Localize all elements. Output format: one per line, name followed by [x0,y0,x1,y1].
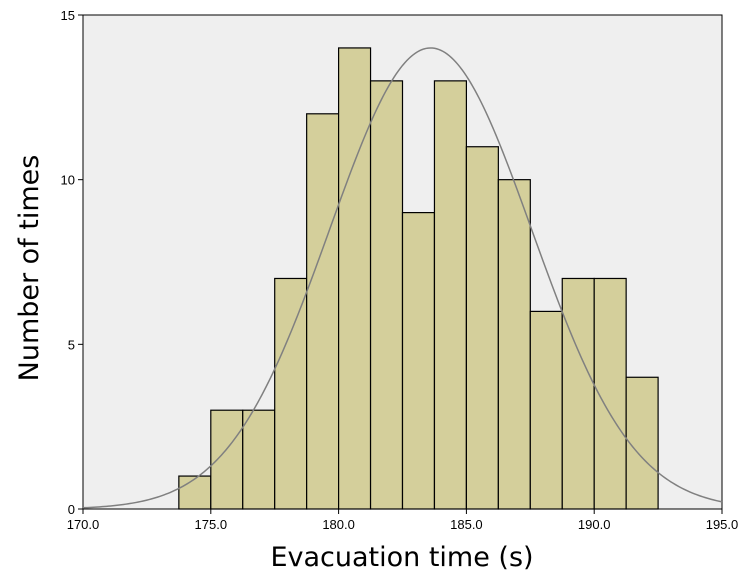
histogram-bar [178,475,212,510]
histogram-bar [210,409,244,510]
histogram-bar [401,212,436,510]
y-axis: 0 5 10 15 [61,8,83,517]
bars-group [178,47,659,510]
y-tick-label: 5 [68,337,75,352]
histogram-bar [561,277,595,510]
x-tick-label: 170.0 [67,517,100,532]
x-tick-label: 175.0 [195,517,228,532]
histogram-bar [529,310,563,510]
histogram-bar [369,80,404,510]
y-tick-label: 10 [61,173,75,188]
histogram-bar [274,277,308,510]
x-tick-label: 195.0 [706,517,739,532]
x-axis: 170.0 175.0 180.0 185.0 190.0 195.0 [67,509,739,532]
histogram-bar [338,47,372,510]
histogram-bar [306,113,340,510]
histogram-bar [433,80,468,510]
y-tick-label: 15 [61,8,75,23]
normal-curve [82,47,723,509]
y-tick-label: 0 [68,502,75,517]
x-tick-label: 180.0 [322,517,355,532]
x-tick-label: 190.0 [578,517,611,532]
histogram-bar [625,376,659,510]
histogram-bar [242,409,276,510]
x-axis-title: Evacuation time (s) [270,542,533,573]
histogram-bar [465,146,499,510]
histogram-bar [497,179,531,510]
x-tick-label: 185.0 [450,517,483,532]
y-axis-title: Number of times [14,155,45,382]
